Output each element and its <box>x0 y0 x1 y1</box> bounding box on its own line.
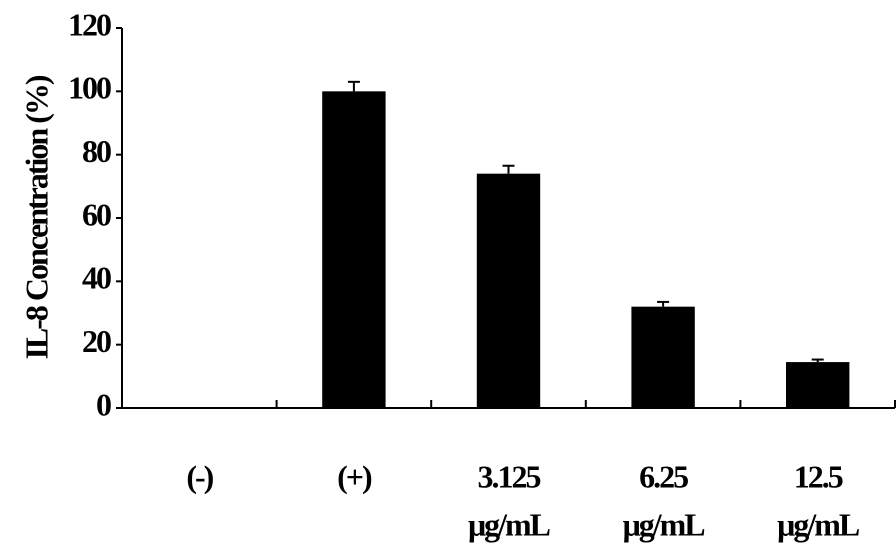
y-tick-label: 20 <box>82 323 111 359</box>
x-tick-label: 6.25 <box>639 458 688 494</box>
x-tick-label: (-) <box>186 458 213 494</box>
bar <box>786 362 850 408</box>
x-tick-label: 12.5 <box>794 458 843 494</box>
y-tick-label: 40 <box>82 260 111 296</box>
x-tick-unit: μg/mL <box>623 506 705 542</box>
bar <box>631 306 695 408</box>
y-axis-label: IL-8 Concentration (%) <box>18 75 54 359</box>
y-tick-label: 80 <box>82 133 111 169</box>
x-tick-label: (+) <box>337 458 372 494</box>
bar <box>476 173 541 408</box>
y-tick-label: 120 <box>68 6 111 42</box>
x-tick-label: 3.125 <box>478 458 541 494</box>
bar <box>322 91 386 408</box>
y-tick-label: 100 <box>68 70 111 106</box>
y-tick-label: 0 <box>96 386 111 422</box>
x-tick-unit: μg/mL <box>468 506 550 542</box>
y-tick-label: 60 <box>82 196 111 232</box>
x-tick-unit: μg/mL <box>777 506 859 542</box>
